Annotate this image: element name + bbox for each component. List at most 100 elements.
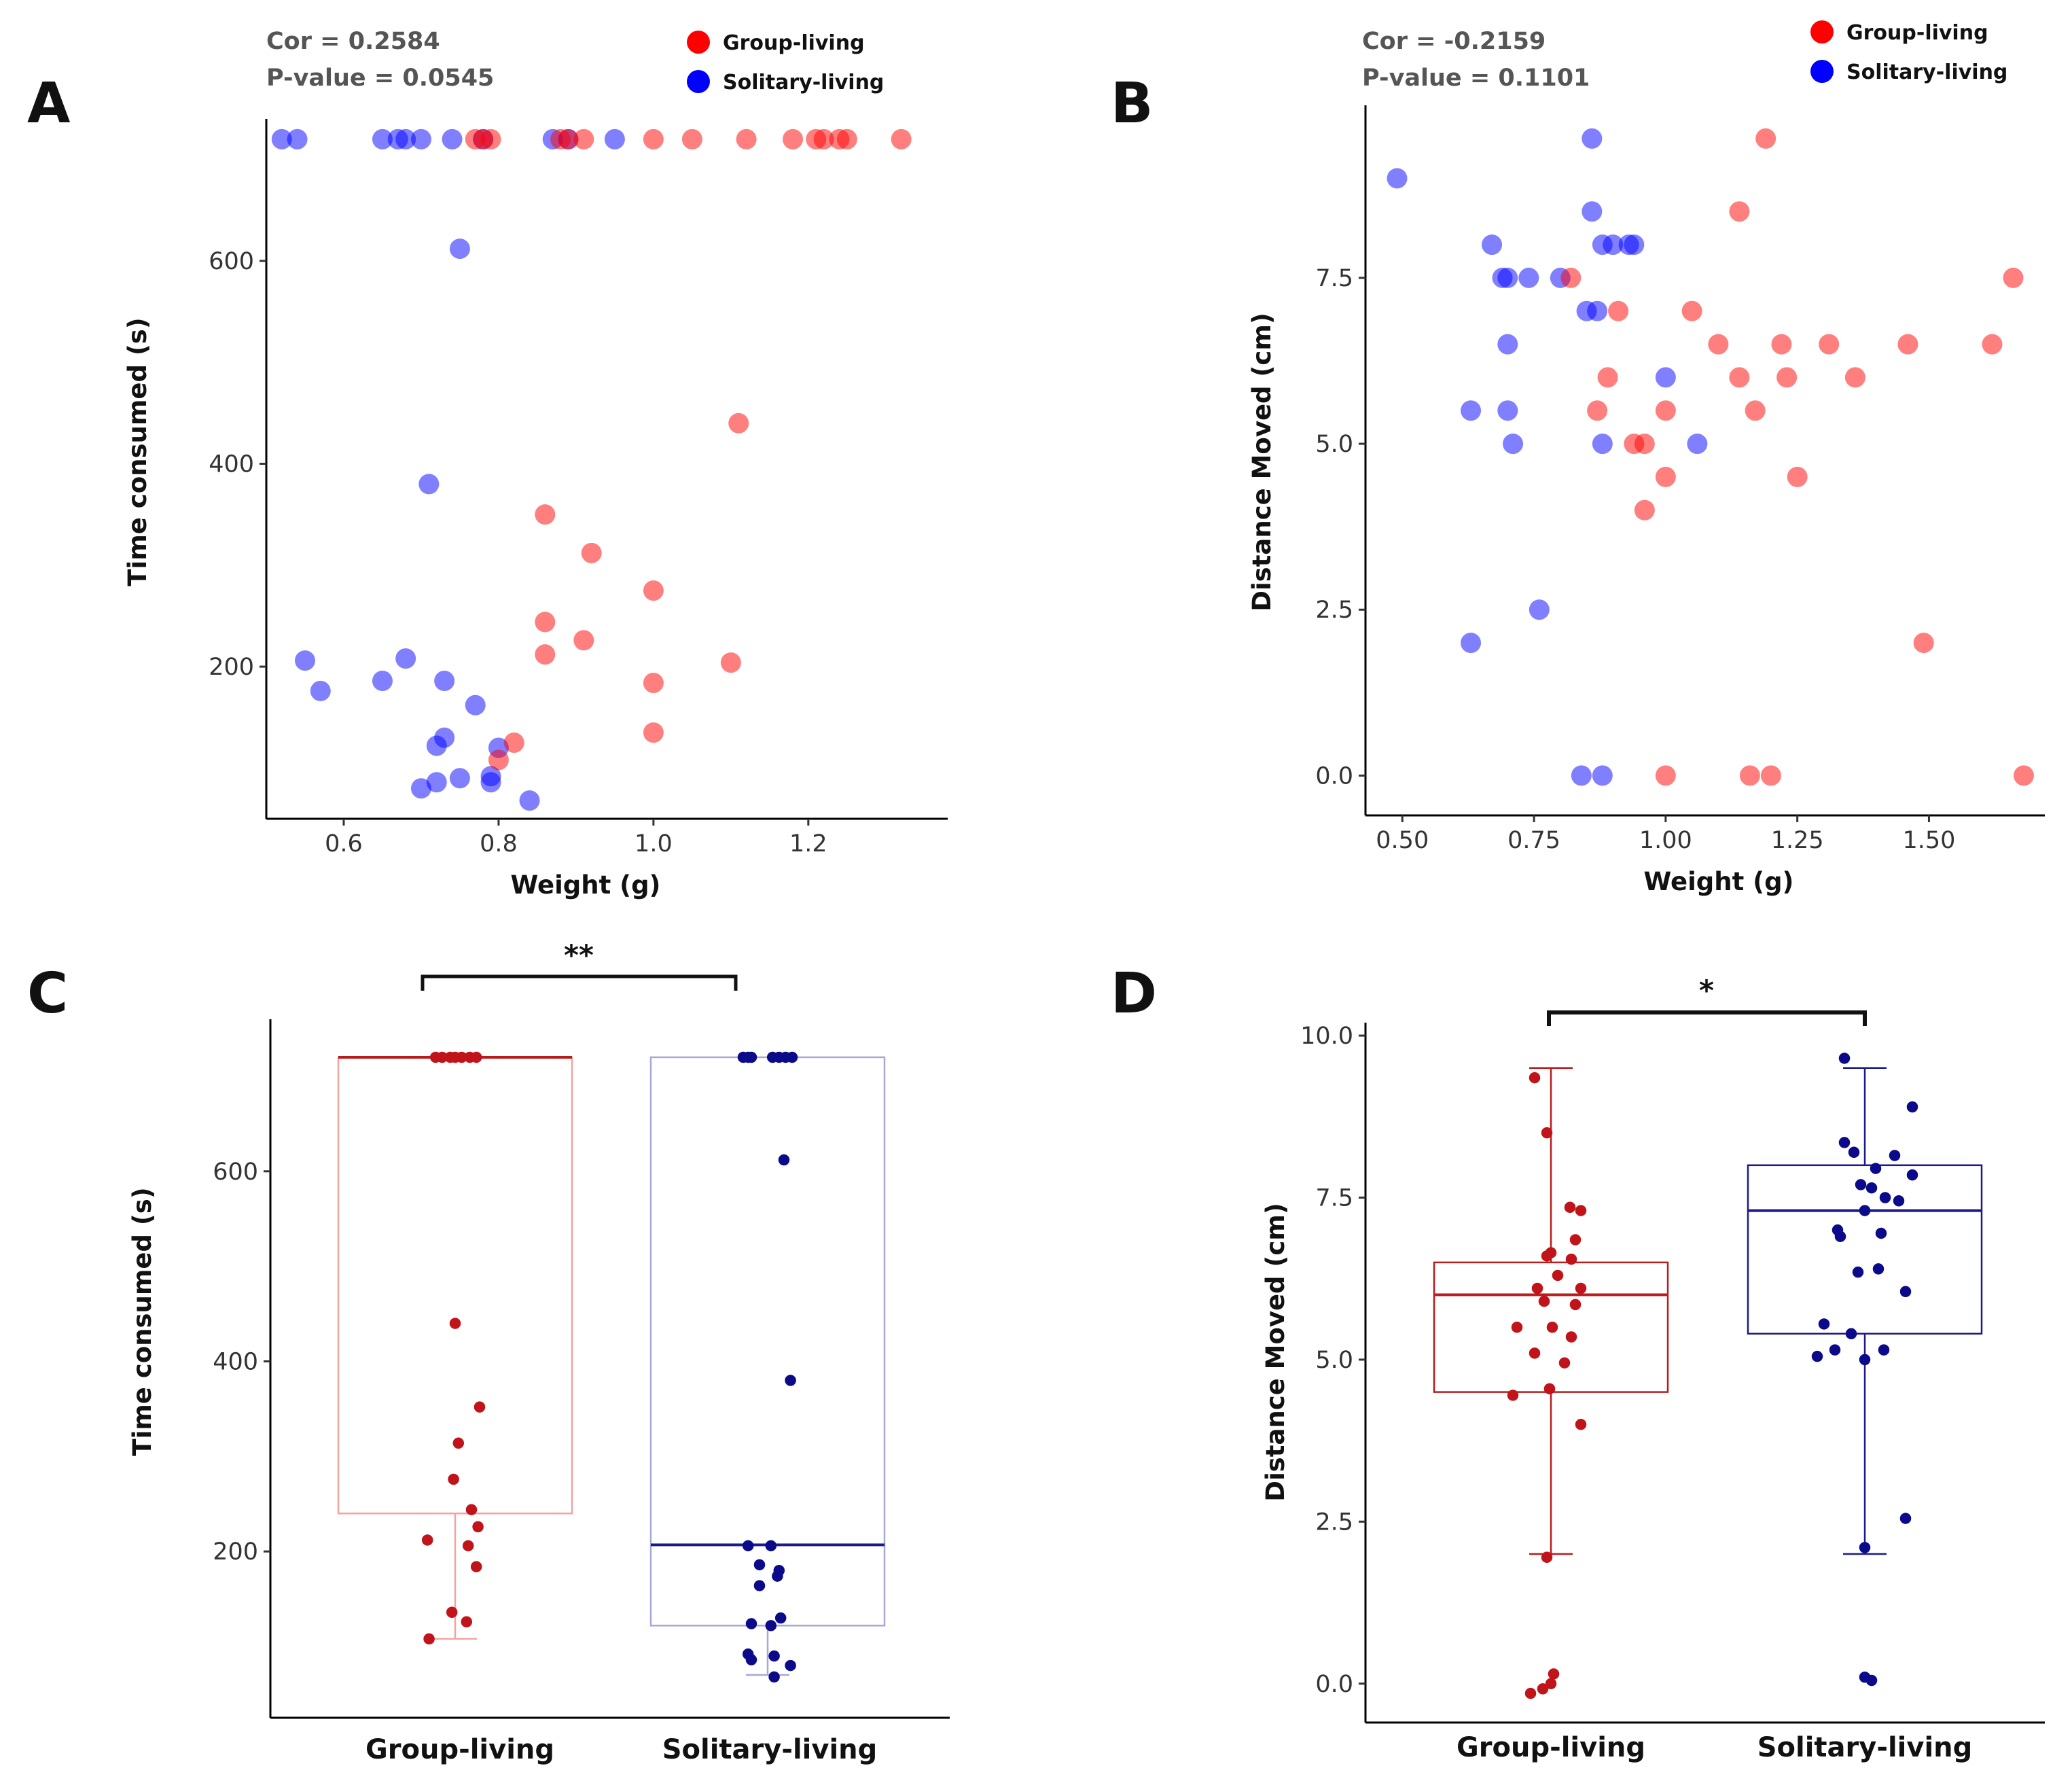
solitary-jitter-point (774, 1612, 787, 1624)
group-point (503, 732, 524, 754)
solitary-jitter-point (1872, 1263, 1885, 1275)
group-point (1655, 765, 1676, 786)
group-point (1739, 765, 1760, 786)
solitary-point (294, 650, 315, 671)
solitary-point (372, 670, 393, 691)
group-jitter-point (1575, 1282, 1587, 1294)
group-point (535, 504, 556, 525)
solitary-point (449, 239, 470, 260)
solitary-jitter-point (1845, 1328, 1857, 1340)
solitary-point (418, 474, 440, 495)
legend-group-marker (687, 31, 710, 54)
solitary-point (1497, 267, 1518, 288)
solitary-jitter-point (1848, 1146, 1860, 1158)
solitary-jitter-point (1838, 1137, 1851, 1148)
x-tick-label-2: 1.00 (1639, 827, 1692, 854)
group-point (1597, 367, 1618, 388)
group-point (1634, 434, 1655, 455)
group-jitter-point (1545, 1678, 1557, 1690)
solitary-jitter-point (1906, 1169, 1918, 1181)
panel-label-b: B (1111, 71, 1154, 136)
solitary-point (1592, 765, 1613, 786)
panel-a-x-title: Weight (g) (511, 870, 661, 900)
panel-b-pvalue: P-value = 0.1101 (1362, 65, 1590, 92)
y-tick-label-1: 400 (213, 1349, 258, 1376)
group-jitter-point (1569, 1299, 1582, 1311)
solitary-jitter-point (1879, 1192, 1891, 1203)
x-tick-label-1: 0.8 (480, 830, 518, 858)
group-jitter-point (1569, 1234, 1582, 1246)
group-point (813, 128, 834, 149)
group-point (1760, 765, 1781, 786)
solitary-point (310, 680, 331, 701)
solitary-jitter-point (1818, 1318, 1830, 1330)
y-tick-label-2: 600 (213, 1159, 258, 1186)
group-point (736, 128, 757, 149)
panel-c-significance-bracket: ** (421, 938, 738, 991)
solitary-point (1624, 234, 1645, 255)
group-point (1681, 300, 1702, 321)
x-tick-label-3: 1.25 (1771, 827, 1824, 854)
solitary-point (434, 727, 455, 748)
group-point (643, 128, 664, 149)
solitary-jitter-point (768, 1671, 780, 1683)
solitary-point (1582, 128, 1603, 149)
panel-label-a: A (27, 71, 71, 136)
solitary-jitter-point (1870, 1163, 1882, 1174)
group-jitter-point (1552, 1269, 1564, 1282)
solitary-point (1497, 334, 1518, 355)
group-jitter-point (446, 1606, 458, 1619)
group-point (1708, 334, 1729, 355)
solitary-jitter-point (765, 1540, 777, 1552)
group-jitter-point (1548, 1668, 1560, 1680)
group-point (1729, 201, 1750, 222)
group-point (720, 652, 741, 673)
group-jitter-point (1541, 1127, 1553, 1139)
x-tick-label-1: 0.75 (1507, 827, 1560, 854)
x-tick-label-3: 1.2 (789, 830, 827, 858)
panel-a-pvalue: P-value = 0.0545 (266, 65, 494, 92)
panel-d-category-group: Group-living (1457, 1732, 1645, 1763)
group-jitter-point (421, 1534, 433, 1546)
solitary-jitter-point (1834, 1231, 1846, 1242)
group-jitter-point (1565, 1331, 1577, 1343)
solitary-point (410, 128, 431, 149)
group-point (643, 722, 664, 743)
solitary-point (287, 128, 308, 149)
panel-c-y-title: Time consumed (s) (128, 1187, 157, 1455)
group-jitter-point (1543, 1383, 1556, 1395)
x-tick-label-4: 1.50 (1902, 827, 1955, 854)
solitary-point (372, 128, 393, 149)
group-jitter-point (461, 1616, 473, 1627)
group-jitter-point (474, 1401, 486, 1413)
group-point (488, 749, 509, 771)
solitary-point (1587, 300, 1608, 321)
group-point (2003, 267, 2024, 288)
solitary-jitter-point (753, 1580, 766, 1591)
solitary-jitter-point (753, 1559, 766, 1571)
solitary-point (271, 128, 292, 149)
group-point (1655, 400, 1676, 421)
solitary-jitter-point (745, 1654, 757, 1665)
group-point (643, 672, 664, 693)
solitary-point (1518, 267, 1539, 288)
group-jitter-point (1541, 1250, 1553, 1262)
solitary-point (1497, 400, 1518, 421)
group-point (558, 128, 579, 149)
group-point (535, 612, 556, 633)
solitary-jitter-point (785, 1375, 796, 1386)
y-tick-label-2: 5.0 (1315, 1347, 1353, 1374)
y-tick-label-2: 5.0 (1315, 431, 1353, 458)
solitary-point (1603, 234, 1624, 255)
legend-group-label: Group-living (723, 31, 865, 55)
legend-group-label: Group-living (1846, 21, 1988, 45)
group-jitter-point (1565, 1253, 1577, 1265)
group-jitter-point (423, 1633, 435, 1645)
solitary-jitter-point (1855, 1179, 1867, 1190)
solitary-point (410, 778, 431, 799)
group-point (1745, 400, 1766, 421)
solitary-jitter-point (786, 1051, 798, 1063)
group-jitter-point (1511, 1321, 1523, 1333)
group-jitter-point (1575, 1205, 1587, 1216)
